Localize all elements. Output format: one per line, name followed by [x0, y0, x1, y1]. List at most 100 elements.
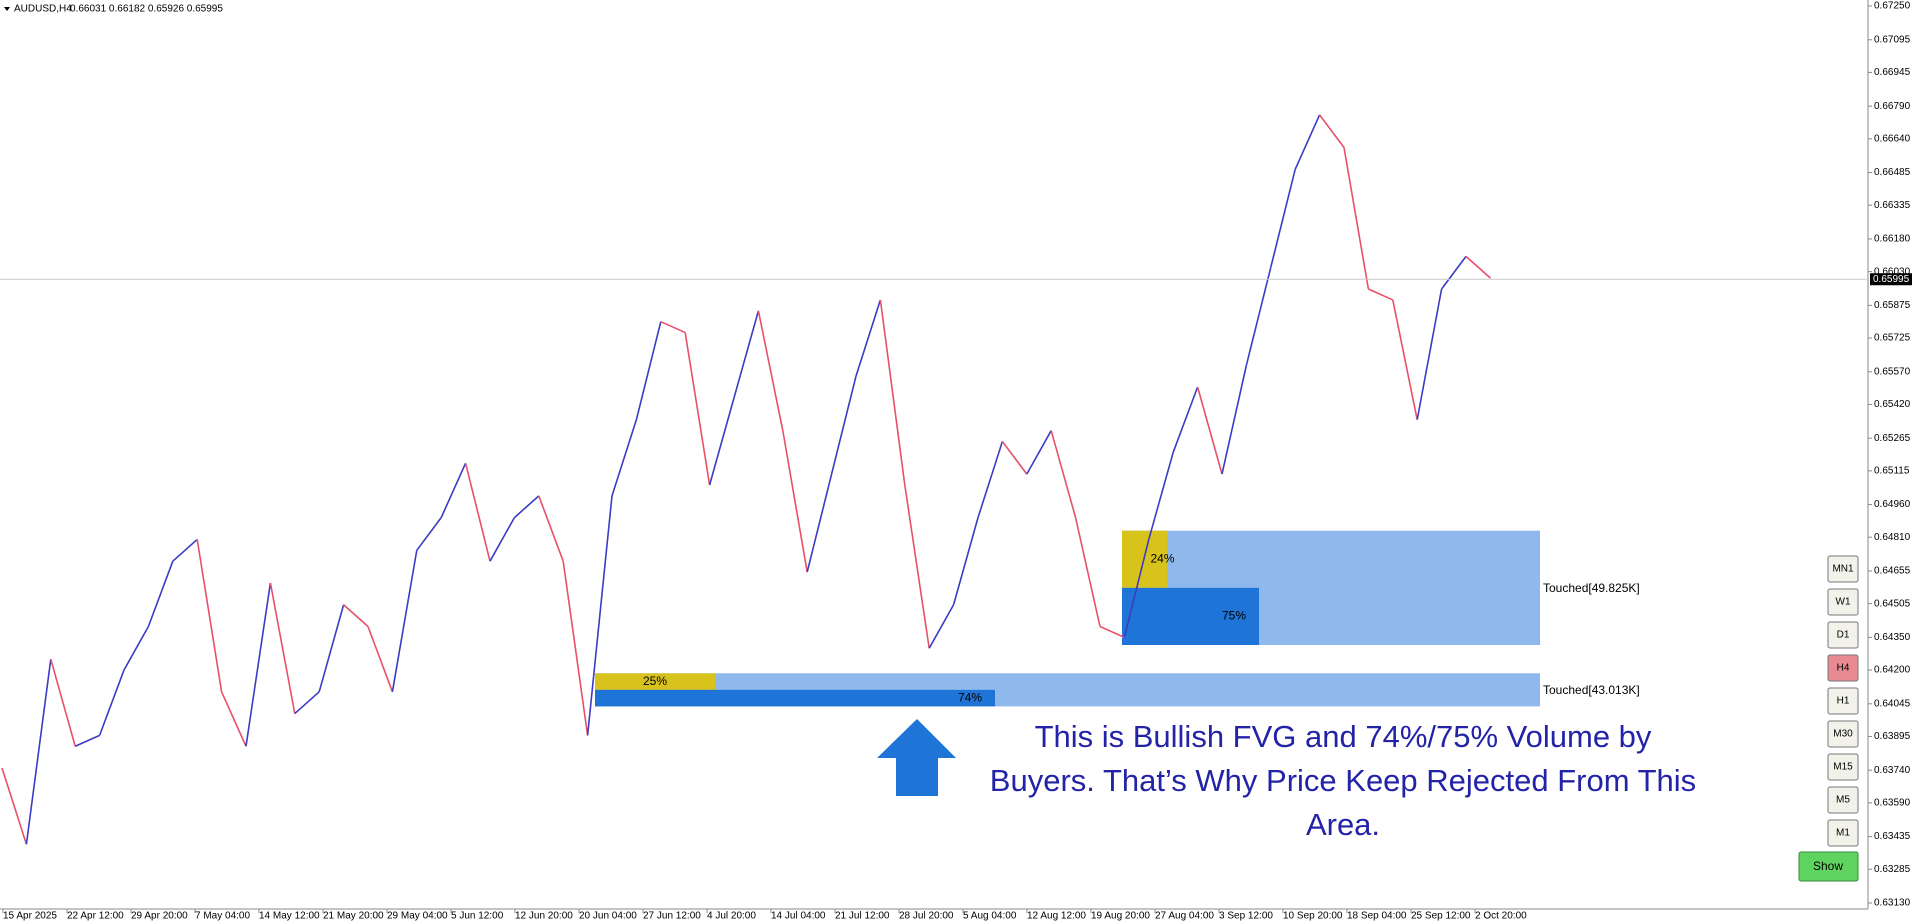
price-segment	[343, 604, 369, 628]
timeframe-button[interactable]	[1827, 687, 1859, 715]
timeframe-button[interactable]	[1827, 786, 1859, 814]
price-segment	[1099, 625, 1125, 639]
x-tick-label: 27 Jun 12:00	[643, 911, 701, 922]
timeframe-button[interactable]	[1827, 588, 1859, 616]
x-tick-label: 14 May 12:00	[259, 911, 320, 922]
price-segment	[74, 734, 100, 747]
price-segment	[1343, 147, 1370, 290]
price-segment	[147, 560, 174, 627]
y-tick-label: 0.66945	[1874, 67, 1911, 78]
price-segment	[25, 659, 52, 845]
x-tick-label: 22 Apr 12:00	[67, 911, 124, 922]
x-tick-label: 2 Oct 20:00	[1475, 911, 1527, 922]
x-tick-label: 15 Apr 2025	[3, 911, 57, 922]
x-tick-label: 29 May 04:00	[387, 911, 448, 922]
y-tick-label: 0.65570	[1874, 366, 1911, 377]
timeframe-button[interactable]	[1827, 555, 1859, 583]
price-segment	[245, 582, 272, 747]
y-tick-label: 0.63285	[1874, 864, 1911, 875]
price-segment	[1416, 288, 1443, 420]
price-segment	[660, 320, 686, 334]
sell-part	[595, 673, 715, 690]
x-tick-label: 19 Aug 20:00	[1091, 911, 1150, 922]
price-segment	[269, 582, 296, 714]
price-segment	[586, 495, 613, 736]
x-tick-label: 12 Aug 12:00	[1027, 911, 1086, 922]
price-segment	[367, 626, 394, 693]
x-tick-label: 27 Aug 04:00	[1155, 911, 1214, 922]
price-segment	[1074, 517, 1101, 627]
price-segment	[1, 767, 28, 845]
timeframe-button[interactable]	[1827, 720, 1859, 748]
price-segment	[708, 397, 735, 486]
price-segment	[904, 484, 930, 649]
price-segment	[220, 691, 247, 747]
price-segment	[757, 310, 784, 431]
price-segment	[1440, 255, 1467, 290]
annotation: Area.	[1306, 807, 1380, 842]
x-tick-label: 7 May 04:00	[195, 911, 250, 922]
buy-label: 74%	[958, 690, 982, 704]
y-tick-label: 0.65725	[1874, 333, 1911, 344]
timeframe-button[interactable]	[1827, 621, 1859, 649]
timeframe-label[interactable]: M5	[1836, 795, 1850, 806]
price-segment	[489, 517, 516, 562]
y-tick-label: 0.66640	[1874, 133, 1911, 144]
price-segment	[1245, 267, 1272, 366]
price-segment	[1148, 452, 1174, 540]
show-label[interactable]: Show	[1813, 859, 1843, 873]
buy-part	[595, 689, 995, 707]
x-tick-label: 28 Jul 20:00	[899, 911, 954, 922]
price-segment	[440, 462, 467, 518]
show-button[interactable]	[1798, 851, 1859, 882]
sell-label: 25%	[643, 674, 667, 688]
timeframe-button[interactable]	[1827, 753, 1859, 781]
timeframe-button[interactable]	[1827, 654, 1859, 682]
y-tick-label: 0.65875	[1874, 300, 1911, 311]
price-segment	[1368, 288, 1394, 301]
y-tick-label: 0.64200	[1874, 665, 1911, 676]
timeframe-label[interactable]: H4	[1837, 663, 1850, 674]
x-tick-label: 29 Apr 20:00	[131, 911, 188, 922]
annotation: Buyers. That’s Why Price Keep Rejected F…	[990, 763, 1696, 798]
y-tick-label: 0.63435	[1874, 831, 1911, 842]
price-segment	[1270, 169, 1296, 268]
x-tick-label: 4 Jul 20:00	[707, 911, 756, 922]
timeframe-label[interactable]: M1	[1836, 828, 1850, 839]
y-tick-label: 0.67095	[1874, 34, 1911, 45]
price-segment	[98, 669, 125, 736]
timeframe-label[interactable]: W1	[1836, 597, 1851, 608]
price-segment	[1392, 299, 1418, 420]
price-segment	[318, 604, 345, 693]
x-tick-label: 5 Jun 12:00	[451, 911, 504, 922]
price-segment	[952, 517, 979, 605]
price-segment	[635, 321, 662, 420]
timeframe-button[interactable]	[1827, 819, 1859, 847]
y-tick-label: 0.67250	[1874, 1, 1911, 12]
timeframe-label[interactable]: M15	[1833, 762, 1853, 773]
price-segment	[1465, 255, 1491, 279]
zones: 24% 75% Touched[49.825K] 25% 74% Touched[43.0…	[595, 530, 1640, 707]
timeframe-label[interactable]: H1	[1837, 696, 1850, 707]
x-tick-label: 25 Sep 12:00	[1411, 911, 1471, 922]
y-tick-label: 0.64655	[1874, 566, 1911, 577]
current-price-box	[1870, 273, 1912, 286]
price-segment	[611, 419, 638, 497]
y-tick-label: 0.63895	[1874, 731, 1911, 742]
timeframe-label[interactable]: M30	[1833, 729, 1853, 740]
timeframe-label[interactable]: MN1	[1832, 564, 1854, 575]
y-tick-label: 0.65420	[1874, 399, 1911, 410]
price-segment	[855, 299, 882, 377]
price-segment	[123, 626, 150, 671]
x-tick-label: 18 Sep 04:00	[1347, 911, 1407, 922]
chart-title: AUDUSD,H4	[14, 4, 72, 15]
timeframe-label[interactable]: D1	[1837, 630, 1850, 641]
y-tick-label: 0.63590	[1874, 797, 1911, 808]
x-tick-label: 14 Jul 04:00	[771, 911, 826, 922]
y-tick-label: 0.64960	[1874, 499, 1911, 510]
y-tick-label: 0.65265	[1874, 433, 1911, 444]
y-tick-label: 0.64505	[1874, 598, 1911, 609]
